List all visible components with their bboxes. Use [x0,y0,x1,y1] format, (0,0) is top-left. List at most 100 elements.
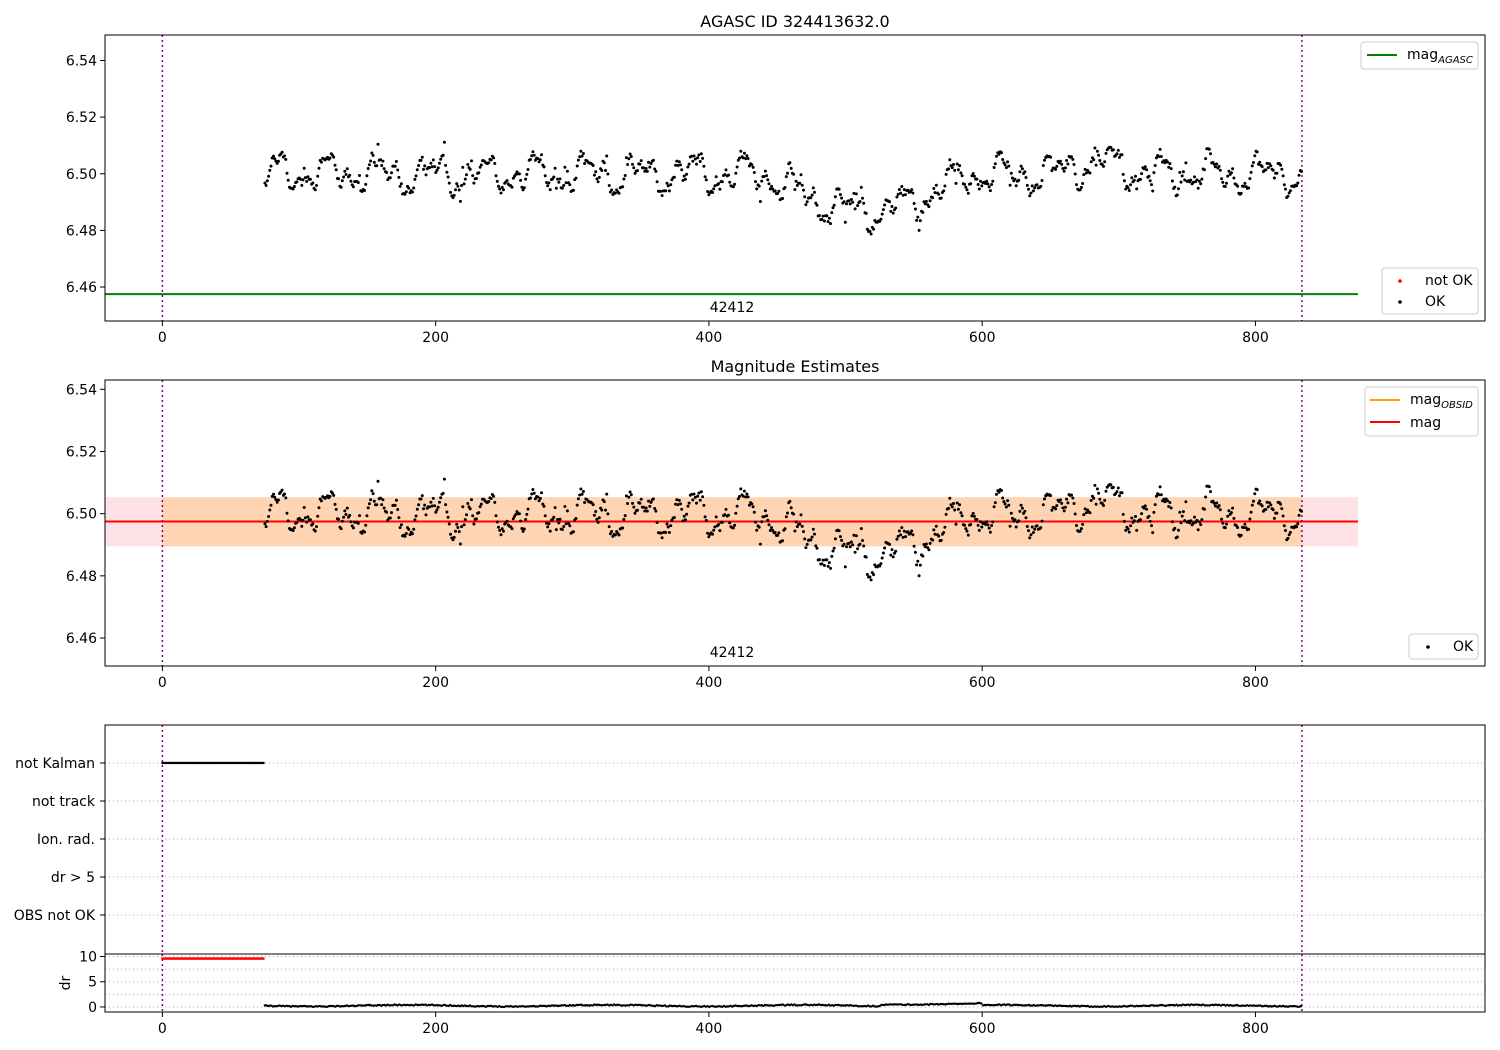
ok-point [417,164,421,167]
ok-point [568,183,572,187]
ok-point [825,214,829,218]
ok-point [1195,518,1199,522]
ok-point [1033,186,1037,190]
ok-point [315,525,318,529]
ok-point [449,190,452,194]
ok-point [975,177,979,181]
ok-point [969,182,973,186]
ok-point [624,156,628,160]
ok-point [495,179,499,183]
ok-point [854,192,858,196]
ok-point [449,532,452,536]
y-tick-label: 10 [79,950,97,966]
ok-point [531,150,535,154]
ok-point [308,177,312,181]
ok-point [847,199,851,203]
ok-point [750,163,754,167]
ok-point [578,155,582,159]
ok-point [744,157,748,161]
ok-point [1082,513,1086,517]
ok-point [734,171,738,175]
ok-point [760,520,764,524]
ok-point [842,542,846,546]
ok-point [954,181,958,185]
ok-point [446,515,450,519]
ok-point [883,546,887,550]
ok-point [1279,502,1283,506]
ok-point [583,501,587,504]
y-tick-label: 0 [88,1000,97,1016]
ok-point [1094,502,1098,506]
ok-point [1000,489,1003,492]
ok-point [556,177,559,181]
ok-point [731,526,735,530]
ok-point [412,186,416,190]
ok-point [371,492,375,496]
ok-point [937,192,941,196]
ok-point [596,520,600,524]
ok-point [798,522,802,526]
ok-point [1111,148,1115,152]
ok-point [956,507,960,511]
panel1-legend-lower: not OK OK [1381,267,1479,315]
ok-point [546,184,550,188]
ok-point [545,521,548,525]
ok-point [510,185,514,189]
ok-point [895,195,899,199]
ok-point [531,488,535,491]
dr-point [389,1004,393,1007]
ok-point [629,493,633,497]
ok-point [868,575,872,579]
ok-point [642,166,646,170]
ok-point [1232,516,1236,520]
ok-point [738,156,741,160]
ok-point [1180,514,1184,518]
ok-point [299,518,302,522]
ok-point [939,196,943,200]
ok-point [623,174,627,177]
ok-point [992,505,996,509]
ok-point [474,517,478,521]
ok-point [739,487,743,491]
ok-point [820,562,824,566]
ok-point [526,507,530,511]
ok-point [655,521,659,524]
ok-point [370,151,374,155]
ok-point [454,188,457,192]
ok-point [931,538,935,542]
ok-point [742,489,746,493]
ok-point [438,161,441,165]
ok-point [380,164,384,167]
ok-point [735,504,739,508]
ok-point [858,200,862,203]
ok-point [423,503,427,507]
ok-point [672,175,676,179]
ok-point [948,496,952,500]
ok-point [677,160,681,164]
ok-point [881,551,885,555]
ok-point [1071,157,1075,161]
ok-point [942,189,946,193]
ok-point [624,494,628,498]
ok-point [686,504,690,508]
ok-point [918,219,922,223]
dr-point [399,1004,403,1007]
ok-point [604,508,607,512]
ok-point [848,545,852,549]
ok-point [332,155,336,159]
ok-point [313,529,317,533]
ok-point [691,498,695,502]
ok-point [474,177,478,180]
ok-point [786,171,789,175]
ok-point [592,173,596,177]
ok-point [1060,501,1064,505]
ok-point [861,539,864,542]
ok-point [444,503,448,507]
ok-point [695,501,698,505]
ok-point [825,558,829,562]
ok-point [953,168,957,172]
ok-point [540,491,543,495]
ok-point [1098,159,1102,162]
x-tick-label: 0 [158,675,167,691]
ok-point [856,204,860,208]
